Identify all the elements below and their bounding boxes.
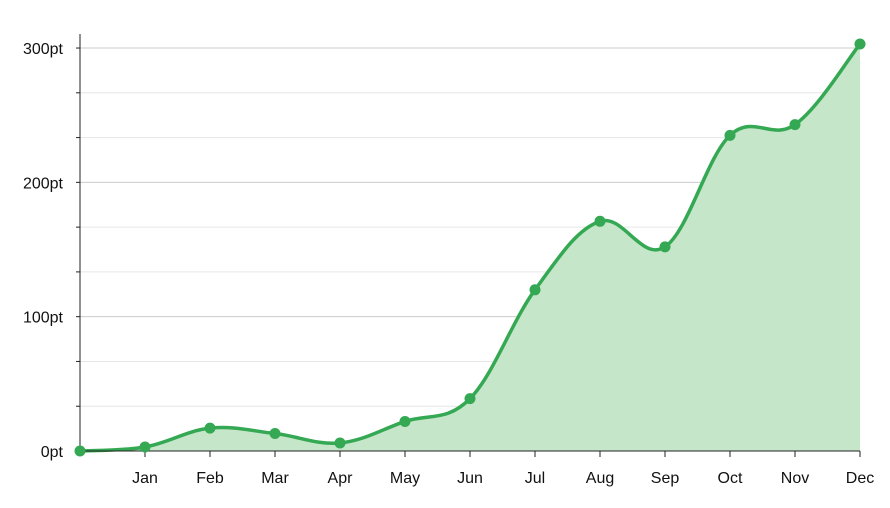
x-tick-label: Apr: [328, 470, 354, 487]
x-tick-label: Oct: [718, 470, 743, 487]
tick-labels: Jan Feb Mar Apr May Jun Jul Aug Sep Oct Nov Dec 0pt 1…: [23, 41, 874, 487]
data-point: [724, 129, 736, 141]
y-tick-label: 300pt: [23, 41, 64, 58]
data-point: [269, 428, 281, 440]
series-area-fill: [80, 44, 860, 451]
x-tick-label: Dec: [846, 470, 874, 487]
data-point: [74, 445, 86, 457]
gridlines: [80, 47, 860, 452]
data-points: [74, 38, 866, 457]
x-tick-label: Mar: [261, 470, 289, 487]
data-point: [594, 215, 606, 227]
data-point: [529, 284, 541, 296]
x-tick-label: Jan: [132, 470, 158, 487]
x-tick-label: Feb: [196, 470, 224, 487]
x-tick-label: Sep: [651, 470, 680, 487]
x-tick-label: Jun: [457, 470, 483, 487]
data-point: [854, 38, 866, 50]
x-tick-label: Jul: [525, 470, 545, 487]
x-tick-label: Nov: [781, 470, 809, 487]
data-point: [464, 393, 476, 405]
data-point: [139, 441, 151, 453]
data-point: [399, 415, 411, 427]
y-tick-label: 100pt: [23, 310, 64, 327]
data-point: [659, 241, 671, 253]
y-tick-label: 0pt: [41, 444, 64, 461]
x-tick-label: Aug: [586, 470, 614, 487]
data-point: [334, 437, 346, 449]
data-point: [789, 119, 801, 131]
y-tick-label: 200pt: [23, 175, 64, 192]
area-fill-layer: [80, 44, 860, 451]
data-point: [204, 422, 216, 434]
x-tick-label: May: [390, 470, 420, 487]
